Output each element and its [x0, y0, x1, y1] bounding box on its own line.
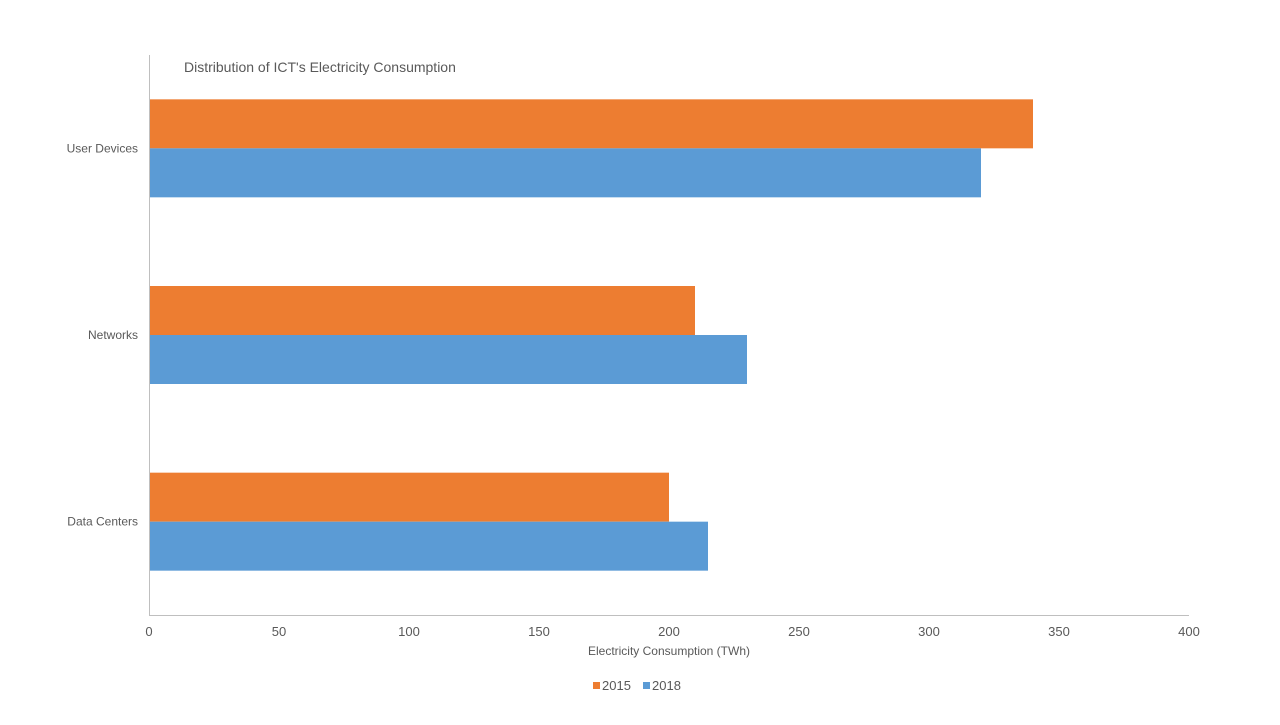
bar-2015-data-centers	[149, 472, 669, 522]
x-tick-label: 300	[918, 624, 940, 639]
x-axis-label: Electricity Consumption (TWh)	[588, 644, 750, 658]
x-tick-label: 150	[528, 624, 550, 639]
category-label: User Devices	[67, 141, 138, 155]
legend-swatch-2018	[643, 682, 650, 689]
x-tick-label: 0	[145, 624, 152, 639]
category-label: Networks	[88, 328, 138, 342]
category-label: Data Centers	[67, 515, 138, 529]
chart-title: Distribution of ICT's Electricity Consum…	[184, 59, 456, 75]
x-tick-label: 400	[1178, 624, 1200, 639]
x-tick-label: 250	[788, 624, 810, 639]
legend-label-2018: 2018	[652, 678, 681, 693]
legend-swatch-2015	[593, 682, 600, 689]
x-tick-label: 200	[658, 624, 680, 639]
bar-2015-networks	[149, 286, 695, 335]
x-tick-label: 350	[1048, 624, 1070, 639]
bar-2018-user-devices	[149, 148, 981, 198]
x-tick-label: 100	[398, 624, 420, 639]
legend-label-2015: 2015	[602, 678, 631, 693]
bar-2018-networks	[149, 335, 747, 384]
x-tick-label: 50	[272, 624, 286, 639]
bar-2018-data-centers	[149, 521, 708, 571]
bar-2015-user-devices	[149, 99, 1033, 149]
